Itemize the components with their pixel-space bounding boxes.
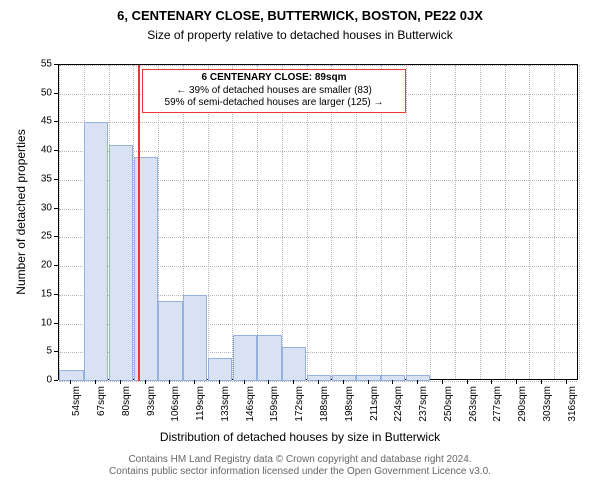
x-tick	[70, 380, 71, 384]
y-tick-label: 40	[30, 145, 52, 156]
y-tick-label: 45	[30, 116, 52, 127]
y-tick-label: 15	[30, 288, 52, 299]
x-gridline	[554, 65, 555, 379]
marker-line	[138, 65, 140, 381]
x-tick-label: 67sqm	[96, 386, 107, 441]
x-gridline	[579, 65, 580, 379]
x-tick	[343, 380, 344, 384]
y-tick	[54, 208, 58, 209]
x-gridline	[480, 65, 481, 379]
x-tick-label: 133sqm	[220, 386, 231, 441]
x-tick-label: 93sqm	[146, 386, 157, 441]
y-tick	[54, 294, 58, 295]
y-tick	[54, 93, 58, 94]
x-tick-label: 172sqm	[294, 386, 305, 441]
footer-text: Contains HM Land Registry data © Crown c…	[0, 454, 600, 478]
x-tick	[244, 380, 245, 384]
x-gridline	[505, 65, 506, 379]
x-tick-label: 237sqm	[418, 386, 429, 441]
x-tick	[392, 380, 393, 384]
histogram-bar	[282, 347, 306, 381]
x-tick-label: 224sqm	[393, 386, 404, 441]
x-tick-label: 277sqm	[492, 386, 503, 441]
x-tick	[516, 380, 517, 384]
y-tick	[54, 64, 58, 65]
x-tick-label: 159sqm	[269, 386, 280, 441]
y-tick	[54, 380, 58, 381]
y-tick-label: 55	[30, 59, 52, 70]
histogram-bar	[332, 375, 356, 381]
x-tick	[318, 380, 319, 384]
chart-container: 6, CENTENARY CLOSE, BUTTERWICK, BOSTON, …	[0, 0, 600, 500]
y-gridline	[59, 122, 577, 123]
x-tick	[219, 380, 220, 384]
x-tick	[268, 380, 269, 384]
y-tick-label: 10	[30, 317, 52, 328]
histogram-bar	[257, 335, 281, 381]
footer-line-2: Contains public sector information licen…	[0, 466, 600, 478]
y-gridline	[59, 151, 577, 152]
x-tick-label: 198sqm	[344, 386, 355, 441]
plot-area: 6 CENTENARY CLOSE: 89sqm← 39% of detache…	[58, 64, 578, 380]
y-gridline	[59, 65, 577, 66]
y-tick	[54, 323, 58, 324]
histogram-bar	[208, 358, 232, 381]
x-gridline	[59, 65, 60, 379]
x-tick	[368, 380, 369, 384]
y-tick	[54, 351, 58, 352]
y-tick-label: 35	[30, 173, 52, 184]
x-tick-label: 290sqm	[517, 386, 528, 441]
x-tick-label: 250sqm	[443, 386, 454, 441]
x-tick	[541, 380, 542, 384]
x-tick	[145, 380, 146, 384]
x-tick-label: 54sqm	[71, 386, 82, 441]
callout-line-3: 59% of semi-detached houses are larger (…	[147, 97, 401, 110]
y-tick-label: 50	[30, 87, 52, 98]
x-tick	[194, 380, 195, 384]
y-tick-label: 5	[30, 346, 52, 357]
y-tick-label: 30	[30, 202, 52, 213]
x-tick	[467, 380, 468, 384]
x-tick	[169, 380, 170, 384]
chart-subtitle: Size of property relative to detached ho…	[0, 28, 600, 42]
x-tick-label: 80sqm	[121, 386, 132, 441]
x-tick	[442, 380, 443, 384]
y-tick	[54, 236, 58, 237]
histogram-bar	[109, 145, 133, 381]
x-tick-label: 303sqm	[542, 386, 553, 441]
x-gridline	[455, 65, 456, 379]
x-gridline	[529, 65, 530, 379]
x-tick-label: 188sqm	[319, 386, 330, 441]
y-tick-label: 0	[30, 375, 52, 386]
histogram-bar	[233, 335, 257, 381]
histogram-bar	[158, 301, 182, 381]
callout-box: 6 CENTENARY CLOSE: 89sqm← 39% of detache…	[142, 69, 406, 113]
x-tick-label: 119sqm	[195, 386, 206, 441]
y-tick	[54, 150, 58, 151]
x-gridline	[430, 65, 431, 379]
histogram-bar	[183, 295, 207, 381]
x-tick	[491, 380, 492, 384]
x-tick	[566, 380, 567, 384]
y-axis-label: Number of detached properties	[14, 112, 28, 312]
x-tick-label: 211sqm	[369, 386, 380, 441]
callout-line-2: ← 39% of detached houses are smaller (83…	[147, 85, 401, 98]
histogram-bar	[84, 122, 108, 381]
y-tick-label: 20	[30, 260, 52, 271]
chart-title: 6, CENTENARY CLOSE, BUTTERWICK, BOSTON, …	[0, 8, 600, 23]
x-tick	[120, 380, 121, 384]
x-tick	[95, 380, 96, 384]
x-tick	[293, 380, 294, 384]
x-tick-label: 316sqm	[567, 386, 578, 441]
callout-line-1: 6 CENTENARY CLOSE: 89sqm	[147, 72, 401, 85]
x-tick-label: 146sqm	[245, 386, 256, 441]
x-tick-label: 106sqm	[170, 386, 181, 441]
x-tick-label: 263sqm	[468, 386, 479, 441]
y-tick	[54, 121, 58, 122]
footer-line-1: Contains HM Land Registry data © Crown c…	[0, 454, 600, 466]
y-tick	[54, 179, 58, 180]
y-tick-label: 25	[30, 231, 52, 242]
y-tick	[54, 265, 58, 266]
x-tick	[417, 380, 418, 384]
